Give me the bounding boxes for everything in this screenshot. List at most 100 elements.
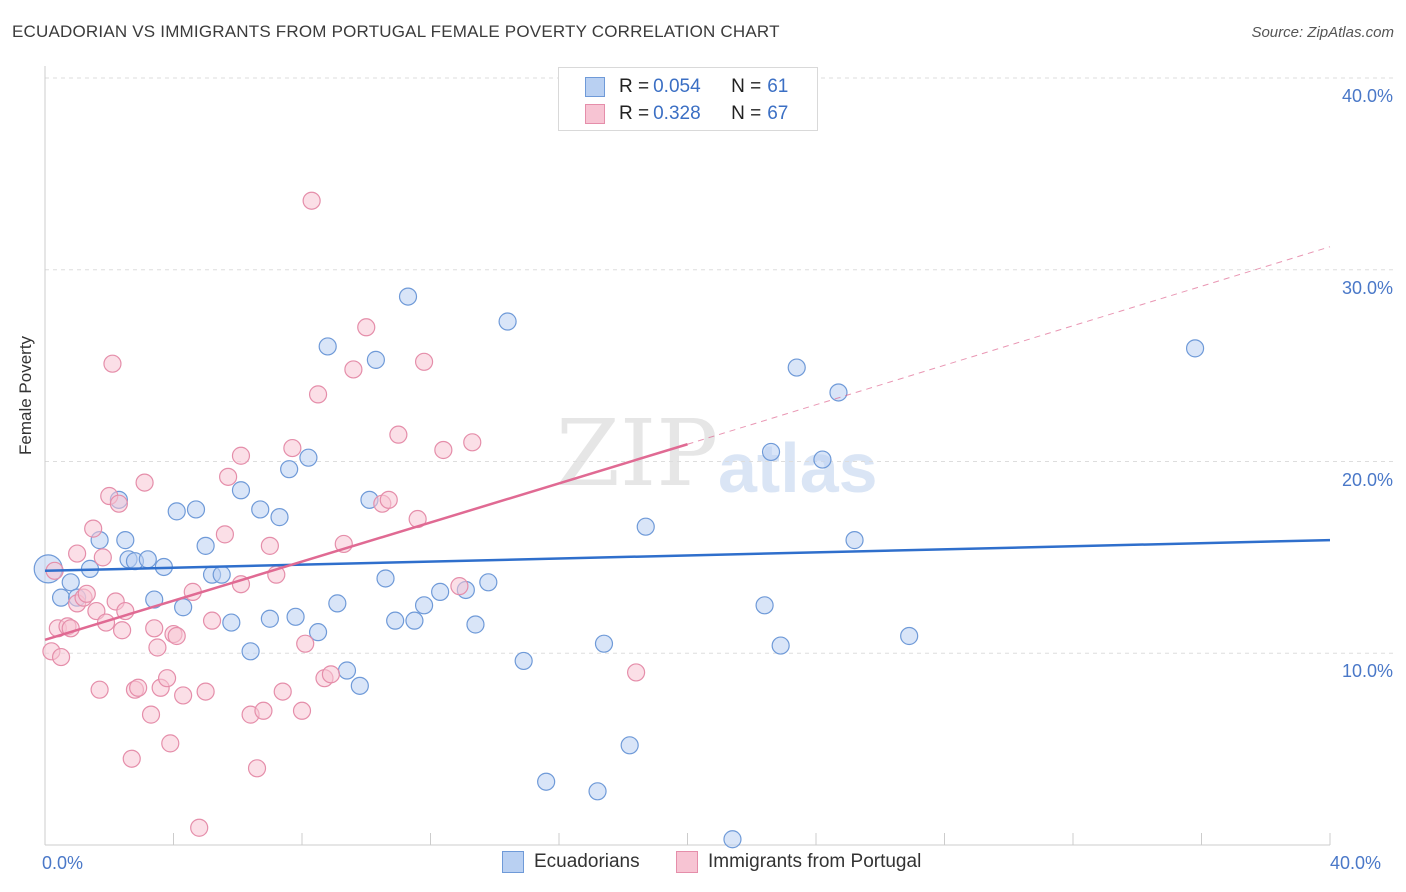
point-ecuadorians (196, 536, 215, 555)
point-portugal (434, 440, 453, 460)
y-tick-label: 30.0% (1341, 277, 1393, 298)
point-portugal (296, 634, 315, 653)
series-swatch-blue (502, 851, 524, 873)
point-ecuadorians (174, 598, 193, 617)
legend-r-label: R = (619, 103, 650, 124)
point-ecuadorians (231, 481, 251, 500)
point-ecuadorians (61, 573, 80, 592)
point-ecuadorians (588, 782, 607, 801)
point-portugal (292, 701, 312, 720)
point-ecuadorians (241, 642, 260, 661)
point-ecuadorians (537, 772, 556, 791)
point-portugal (273, 682, 292, 701)
point-ecuadorians (260, 609, 279, 628)
point-portugal (141, 705, 161, 724)
point-portugal (414, 352, 434, 371)
point-portugal (174, 686, 193, 705)
point-ecuadorians (761, 442, 781, 462)
point-portugal (161, 734, 180, 753)
legend-swatch-blue (585, 77, 605, 97)
source-credit: Source: ZipAtlas.com (1251, 24, 1394, 41)
point-ecuadorians (787, 358, 806, 377)
series-legend: Ecuadorians Immigrants from Portugal (0, 851, 1406, 877)
y-tick-label: 10.0% (1341, 661, 1393, 682)
point-portugal (463, 433, 482, 452)
point-portugal (103, 354, 122, 373)
point-portugal (190, 818, 209, 837)
series-legend-ecuadorians: Ecuadorians (502, 851, 640, 873)
point-ecuadorians (251, 500, 270, 519)
trendline-portugal (44, 443, 688, 642)
legend-row-portugal: R = 0.328 N = 67 (585, 101, 788, 127)
point-ecuadorians (116, 531, 135, 550)
legend-n-value: 61 (767, 76, 789, 97)
point-ecuadorians (212, 565, 231, 584)
point-portugal (215, 525, 234, 544)
point-portugal (93, 548, 112, 567)
point-ecuadorians (328, 594, 347, 613)
point-ecuadorians (1185, 339, 1205, 358)
y-tick-label: 40.0% (1341, 86, 1393, 106)
legend-r-value: 0.328 (653, 103, 701, 124)
point-ecuadorians (620, 736, 639, 755)
point-portugal (626, 663, 646, 682)
series-swatch-pink (676, 851, 698, 873)
point-ecuadorians (186, 500, 206, 519)
series-label-ecuadorians: Ecuadorians (534, 851, 640, 872)
point-ecuadorians (376, 569, 395, 588)
point-portugal (157, 669, 177, 688)
point-ecuadorians (514, 651, 533, 671)
point-portugal (145, 619, 164, 638)
y-tick-label: 20.0% (1341, 469, 1393, 490)
point-portugal (231, 446, 251, 465)
point-portugal (260, 536, 279, 555)
point-portugal (84, 519, 103, 538)
series-legend-portugal: Immigrants from Portugal (676, 851, 921, 873)
point-ecuadorians (51, 588, 71, 607)
series-label-portugal: Immigrants from Portugal (708, 851, 922, 872)
legend-row-ecuadorians: R = 0.054 N = 61 (585, 74, 788, 100)
point-ecuadorians (145, 590, 164, 609)
point-portugal (379, 490, 398, 509)
x-tick-label: 40.0% (1330, 853, 1382, 873)
point-ecuadorians (723, 830, 742, 849)
point-portugal (344, 360, 363, 379)
point-portugal (90, 680, 109, 699)
point-portugal (321, 665, 341, 684)
point-ecuadorians (845, 531, 864, 550)
point-ecuadorians (337, 661, 357, 680)
point-portugal (357, 318, 376, 337)
point-portugal (77, 584, 96, 603)
point-portugal (219, 467, 238, 486)
point-portugal (389, 425, 408, 444)
watermark-zip: ZIP (556, 400, 719, 507)
point-ecuadorians (900, 626, 919, 646)
point-ecuadorians (308, 623, 328, 642)
point-ecuadorians (414, 596, 434, 615)
point-portugal (254, 701, 273, 720)
point-ecuadorians (398, 287, 418, 306)
point-ecuadorians (270, 508, 289, 527)
chart-title: ECUADORIAN VS IMMIGRANTS FROM PORTUGAL F… (12, 22, 780, 41)
point-ecuadorians (755, 596, 774, 615)
x-tick-label: 0.0% (42, 853, 84, 873)
point-ecuadorians (431, 582, 450, 601)
point-ecuadorians (138, 550, 157, 569)
point-ecuadorians (594, 634, 614, 653)
trendline-portugal-projection (687, 246, 1331, 445)
point-portugal (247, 759, 267, 778)
point-ecuadorians (366, 350, 385, 369)
point-portugal (122, 749, 141, 768)
point-ecuadorians (771, 636, 790, 655)
point-ecuadorians (318, 337, 337, 356)
point-ecuadorians (479, 573, 498, 592)
point-portugal (51, 647, 71, 667)
point-portugal (283, 438, 302, 458)
point-ecuadorians (222, 613, 241, 632)
point-ecuadorians (280, 460, 299, 479)
point-portugal (68, 544, 87, 563)
point-ecuadorians (466, 615, 485, 634)
point-portugal (308, 385, 328, 404)
point-portugal (302, 191, 321, 210)
watermark-atlas: atlas (718, 429, 878, 507)
